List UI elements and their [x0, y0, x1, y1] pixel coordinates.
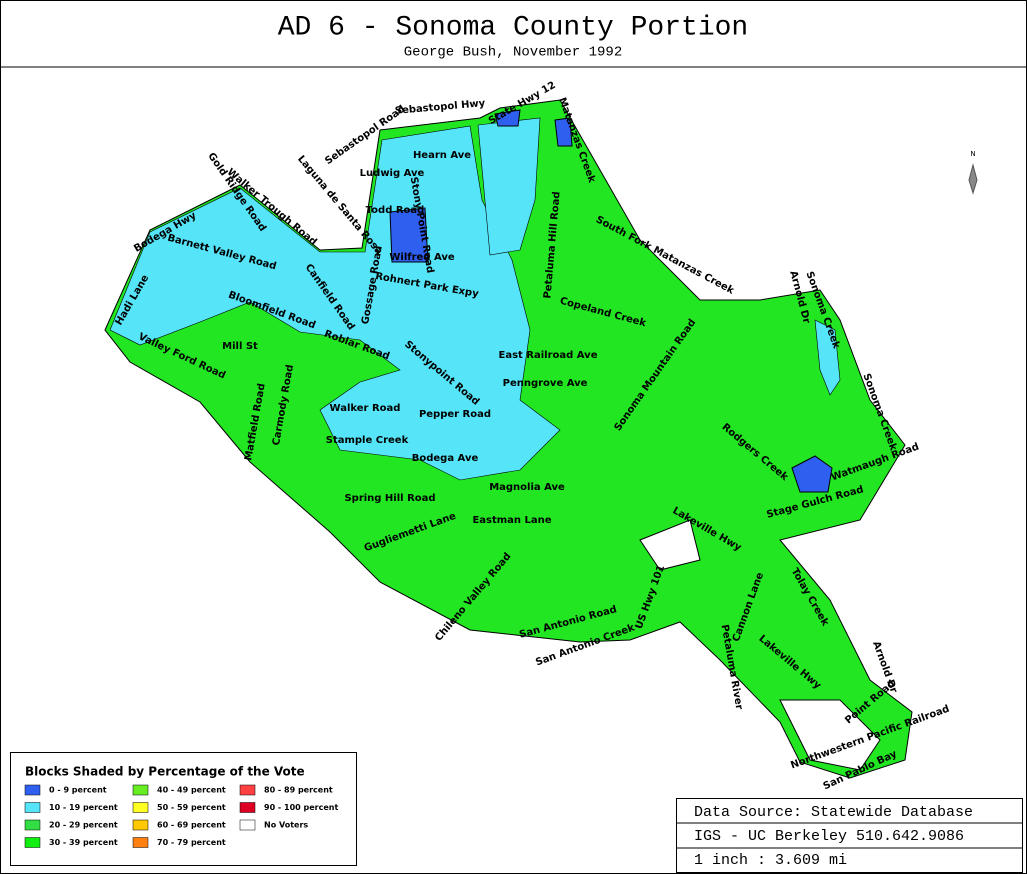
- road-label: Stample Creek: [326, 435, 409, 446]
- road-label: East Railroad Ave: [499, 350, 598, 361]
- road-label: Pepper Road: [419, 409, 491, 420]
- legend-swatch: [24, 784, 41, 796]
- north-arrow-icon: [968, 163, 978, 195]
- urban-area: [109, 125, 561, 481]
- road-label: Ludwig Ave: [360, 168, 425, 179]
- road-label: Hearn Ave: [413, 150, 471, 161]
- legend-label: 30 - 39 percent: [49, 838, 118, 847]
- road-label: Wilfred Ave: [389, 252, 454, 263]
- road-label: Mill St: [222, 341, 258, 352]
- subtitle: George Bush, November 1992: [404, 45, 622, 61]
- legend-swatch: [132, 784, 149, 796]
- legend-swatch: [239, 802, 256, 813]
- legend-label: 40 - 49 percent: [157, 786, 226, 795]
- road-label: Bodega Ave: [412, 453, 479, 464]
- no-voter-area: [639, 519, 701, 571]
- block-area: [791, 455, 833, 493]
- legend-swatch: [24, 837, 41, 848]
- title: AD 6 - Sonoma County Portion: [278, 12, 748, 43]
- legend-label: 70 - 79 percent: [157, 838, 226, 847]
- block-area: [554, 117, 573, 147]
- legend-swatch: [132, 802, 149, 813]
- no-voter-area: [779, 699, 881, 771]
- legend-label: 80 - 89 percent: [264, 786, 333, 795]
- legend-label: 60 - 69 percent: [157, 821, 226, 830]
- road-label: Todd Road: [366, 205, 425, 216]
- legend-swatch: [239, 819, 256, 831]
- legend-swatch: [24, 819, 41, 831]
- block-area: [494, 109, 521, 127]
- legend-label: 90 - 100 percent: [264, 803, 338, 812]
- source-line: 1 inch : 3.609 mi: [694, 852, 847, 869]
- north-label: N: [970, 150, 975, 158]
- urban-area: [814, 319, 841, 396]
- legend-label: No Voters: [264, 821, 308, 830]
- road-label: Spring Hill Road: [344, 493, 435, 504]
- legend: 0 - 9 percent 10 - 19 percent 20 - 29 perc…: [24, 784, 338, 848]
- road-label: Penngrove Ave: [503, 378, 588, 389]
- legend-swatch: [132, 837, 149, 848]
- road-label: Eastman Lane: [472, 515, 551, 526]
- legend-swatch: [239, 784, 256, 796]
- road-label: Magnolia Ave: [489, 482, 565, 493]
- legend-title: Blocks Shaded by Percentage of the Vote: [25, 765, 305, 779]
- north-arrow: N: [968, 150, 978, 195]
- legend-swatch: [24, 802, 41, 813]
- source-line: IGS - UC Berkeley 510.642.9086: [694, 828, 964, 845]
- legend-label: 10 - 19 percent: [49, 803, 118, 812]
- source-line: Data Source: Statewide Database: [694, 804, 973, 821]
- road-label: Walker Road: [330, 403, 401, 414]
- legend-label: 50 - 59 percent: [157, 803, 226, 812]
- legend-label: 0 - 9 percent: [49, 786, 107, 795]
- legend-label: 20 - 29 percent: [49, 821, 118, 830]
- source-box: [676, 798, 1023, 873]
- legend-swatch: [132, 819, 149, 831]
- block-area: [389, 207, 429, 263]
- legend-box: [10, 752, 357, 866]
- urban-area: [477, 117, 541, 256]
